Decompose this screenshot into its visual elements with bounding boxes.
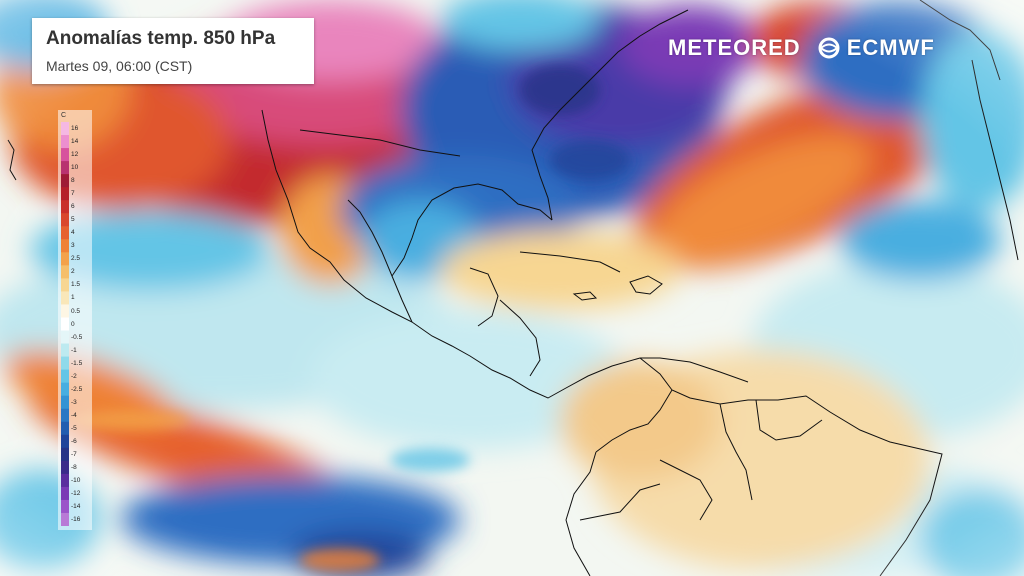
legend-tick-label: -7 xyxy=(71,450,77,458)
legend-unit: C xyxy=(61,112,67,119)
legend-tick-label: -8 xyxy=(71,463,77,471)
legend-tick-label: -12 xyxy=(71,489,81,497)
legend-swatch xyxy=(61,239,69,253)
logos: METEORED ECMWF xyxy=(668,34,935,62)
legend-swatch xyxy=(61,395,69,410)
legend-swatch xyxy=(61,447,69,462)
legend-swatch xyxy=(61,213,69,227)
legend-swatch xyxy=(61,343,69,358)
legend-swatch xyxy=(61,135,69,149)
legend-tick-label: 6 xyxy=(71,203,75,211)
legend-swatch xyxy=(61,486,69,501)
legend-tick-label: -0.5 xyxy=(71,333,83,341)
legend-tick-label: 10 xyxy=(71,164,79,172)
legend-swatch xyxy=(61,421,69,436)
legend-swatch xyxy=(61,356,69,371)
legend-tick-label: 16 xyxy=(71,125,79,132)
legend-swatch xyxy=(61,200,69,214)
legend-tick-label: -6 xyxy=(71,437,77,445)
legend-tick-label: -16 xyxy=(71,516,81,523)
legend-tick-label: -4 xyxy=(71,411,77,419)
legend-swatch xyxy=(61,161,69,175)
legend-tick-label: 12 xyxy=(71,151,79,159)
legend-swatch xyxy=(61,148,69,162)
legend-tick-label: -3 xyxy=(71,398,77,406)
legend-swatch xyxy=(61,408,69,423)
legend-swatch xyxy=(61,434,69,449)
legend-swatch xyxy=(61,122,69,136)
legend-swatch xyxy=(61,369,69,384)
legend-swatch xyxy=(61,187,69,201)
legend-swatch xyxy=(61,265,69,279)
legend-swatch xyxy=(61,278,69,292)
legend-tick-label: 5 xyxy=(71,216,75,224)
legend-swatch xyxy=(61,226,69,240)
legend-tick-label: -5 xyxy=(71,424,77,432)
legend-swatch xyxy=(61,317,69,332)
legend-tick-label: -1.5 xyxy=(71,359,83,367)
legend-swatch xyxy=(61,252,69,266)
legend-swatch xyxy=(61,512,69,526)
legend-tick-label: 0 xyxy=(71,320,75,328)
legend-tick-label: -10 xyxy=(71,476,81,484)
legend-swatch xyxy=(61,304,69,318)
legend-tick-label: 1.5 xyxy=(71,281,81,289)
legend-tick-label: 14 xyxy=(71,138,79,145)
legend-tick-label: 2 xyxy=(71,268,75,276)
legend-tick-label: 8 xyxy=(71,177,75,185)
legend-swatch xyxy=(61,499,69,514)
legend-swatch xyxy=(61,330,69,345)
legend-tick-label: -1 xyxy=(71,346,77,354)
color-legend: C 16 14 12 10 8 7 6 5 4 3 2.5 2 1.5 1 0.5 0 -0.5 -1 -1.5 -2… xyxy=(58,110,92,530)
ecmwf-logo: ECMWF xyxy=(815,35,935,61)
ecmwf-swirl-icon xyxy=(818,37,840,59)
meteored-logo: METEORED xyxy=(668,35,801,60)
title-box: Anomalías temp. 850 hPa Martes 09, 06:00… xyxy=(32,18,314,84)
legend-swatch xyxy=(61,174,69,188)
legend-tick-label: -2 xyxy=(71,372,77,380)
legend-tick-label: 3 xyxy=(71,242,75,250)
legend-tick-label: 2.5 xyxy=(71,255,81,263)
legend-tick-label: -14 xyxy=(71,503,81,510)
legend-color-bar xyxy=(61,122,69,526)
legend-tick-label: -2.5 xyxy=(71,385,83,393)
legend-swatch xyxy=(61,291,69,305)
legend-tick-label: 4 xyxy=(71,229,75,237)
legend-ticks: 16 14 12 10 8 7 6 5 4 3 2.5 2 1.5 1 0.5 0 -0.5 -1 -1.5 -2 -2… xyxy=(71,122,91,526)
map-subtitle: Martes 09, 06:00 (CST) xyxy=(46,58,193,74)
map-title: Anomalías temp. 850 hPa xyxy=(46,28,276,49)
legend-swatch xyxy=(61,460,69,475)
legend-tick-label: 0.5 xyxy=(71,307,81,315)
legend-swatch xyxy=(61,473,69,488)
legend-swatch xyxy=(61,382,69,397)
legend-tick-label: 7 xyxy=(71,190,75,198)
legend-tick-label: 1 xyxy=(71,294,75,302)
